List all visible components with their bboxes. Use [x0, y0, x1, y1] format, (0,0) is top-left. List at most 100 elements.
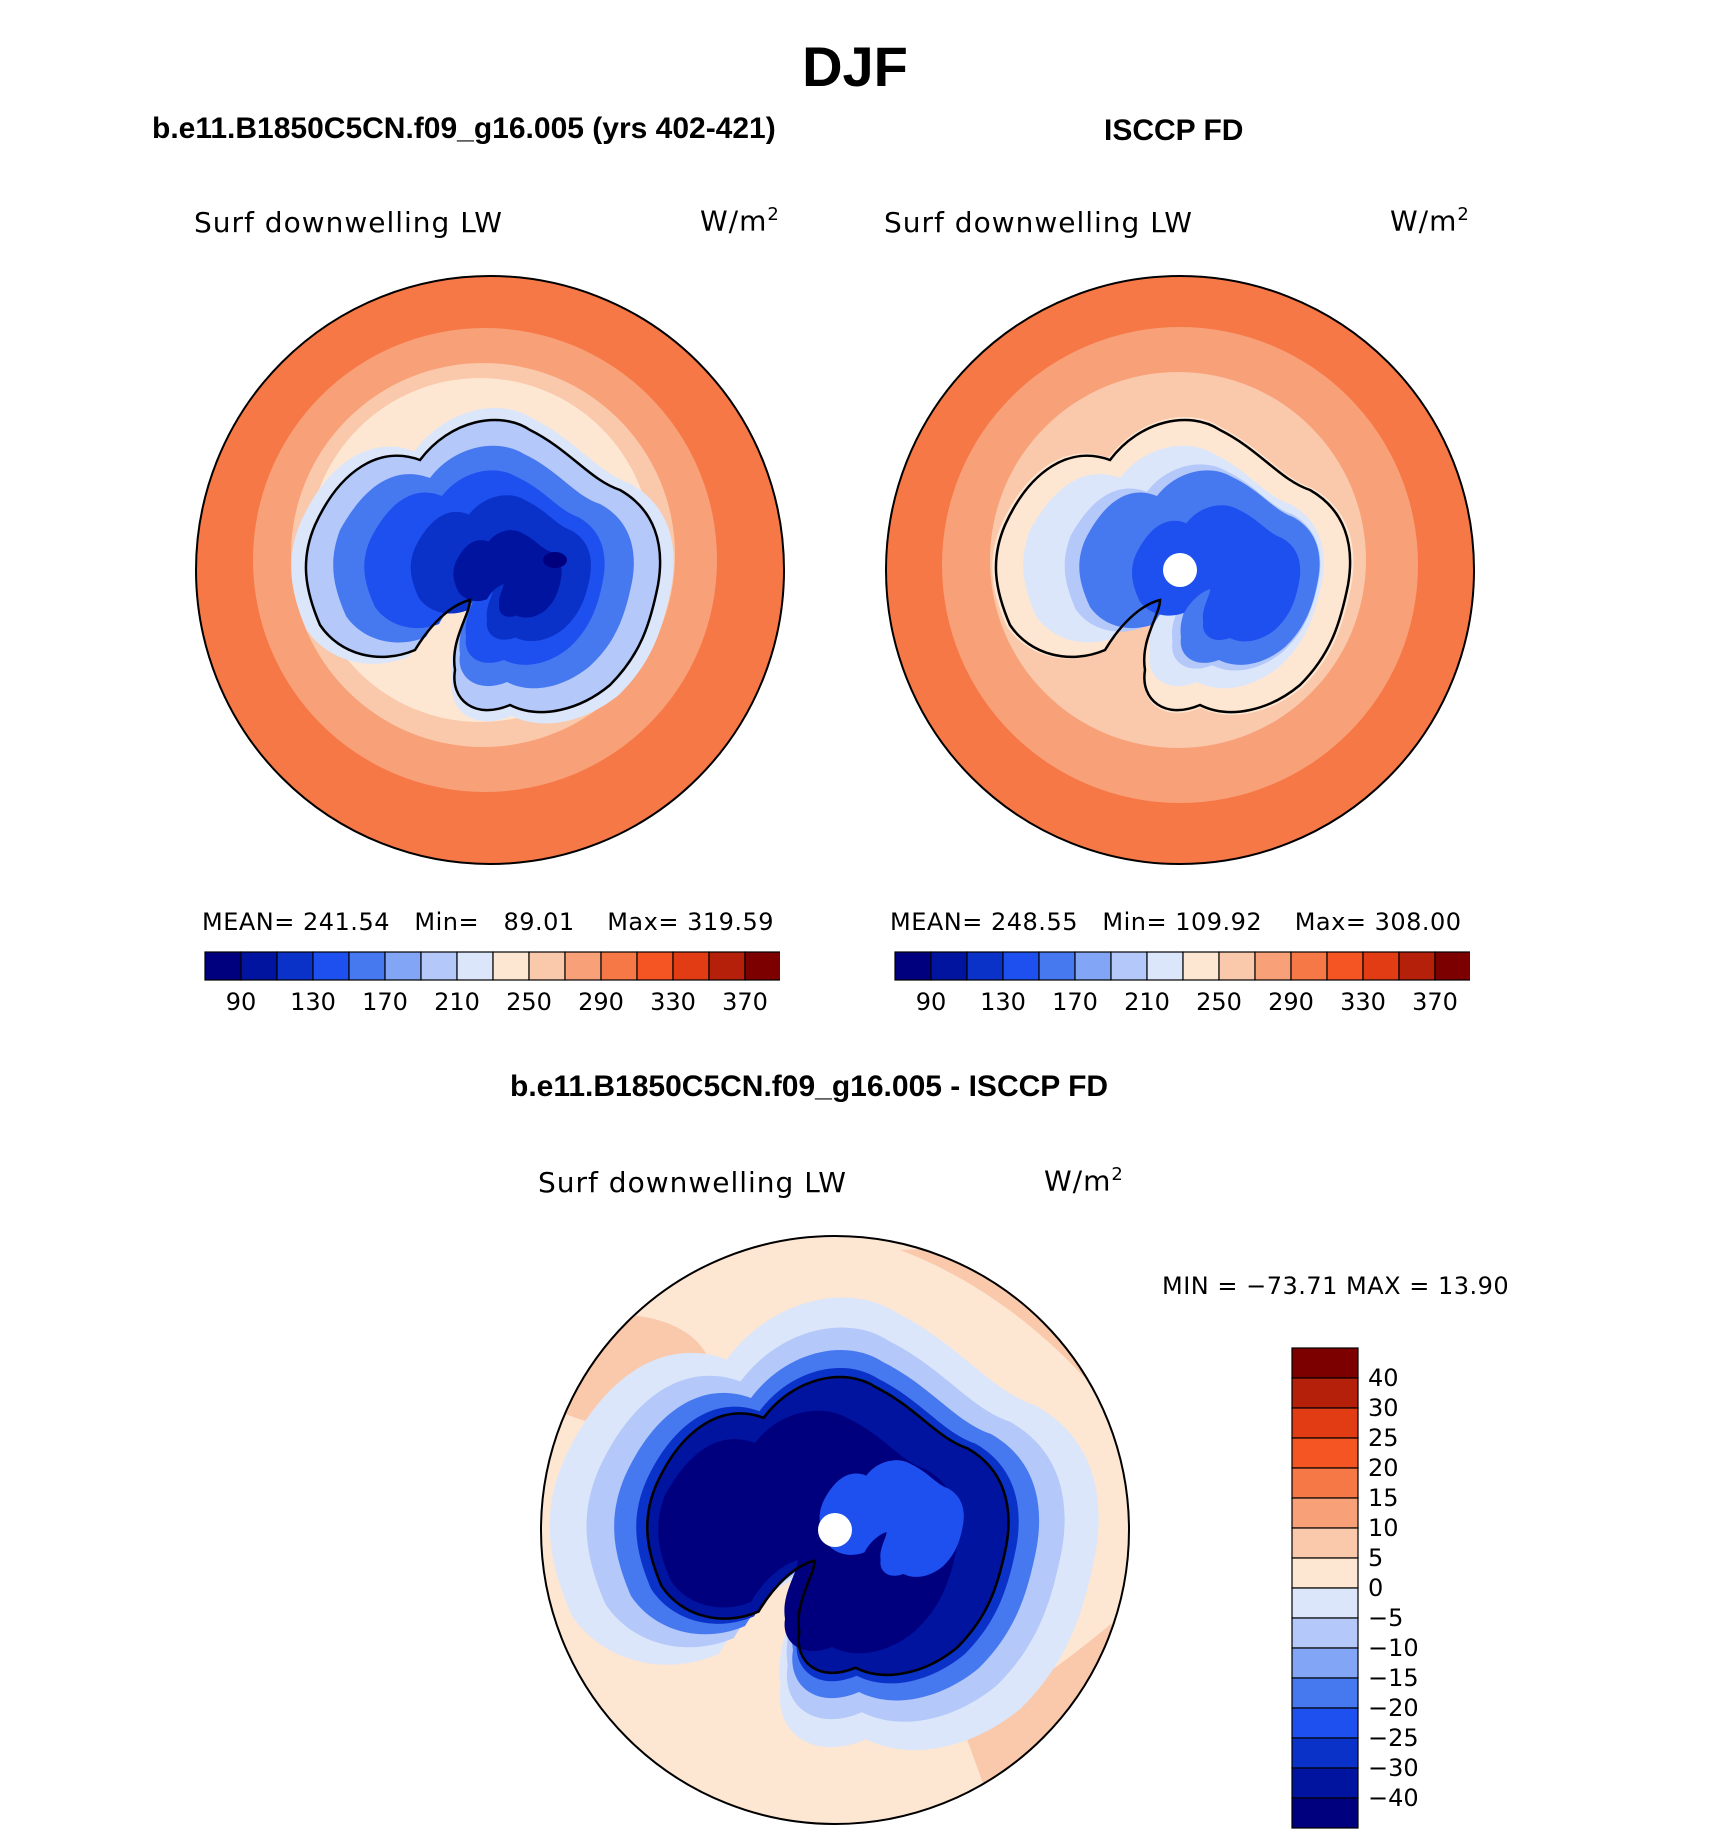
diff-minmax: MIN = −73.71 MAX = 13.90	[1162, 1272, 1510, 1300]
model-map	[196, 276, 784, 864]
model-colorbar-cell	[492, 951, 530, 981]
model-colorbar-cell	[600, 951, 638, 981]
obs-colorbar-tick-label: 130	[980, 988, 1026, 1016]
obs-variable-label: Surf downwelling LW	[884, 206, 1193, 239]
diff-colorbar-cell	[1291, 1677, 1359, 1709]
model-colorbar-cell	[384, 951, 422, 981]
model-colorbar-cell	[636, 951, 674, 981]
diff-variable-label: Surf downwelling LW	[538, 1166, 847, 1199]
obs-map-border	[885, 275, 1475, 865]
season-title: DJF	[802, 35, 908, 98]
obs-colorbar-cell	[1326, 951, 1364, 981]
model-colorbar-cell	[420, 951, 458, 981]
model-colorbar-cell	[456, 951, 494, 981]
diff-map-border	[540, 1235, 1130, 1825]
obs-colorbar-cell	[1254, 951, 1292, 981]
diff-colorbar-cell	[1291, 1737, 1359, 1769]
obs-colorbar-cell	[1074, 951, 1112, 981]
diff-colorbar-cell	[1291, 1617, 1359, 1649]
diff-colorbar-tick-label: 0	[1368, 1574, 1383, 1602]
diff-colorbar-cell	[1291, 1437, 1359, 1469]
obs-colorbar-cell	[1290, 951, 1328, 981]
obs-colorbar-cell	[1146, 951, 1184, 981]
model-colorbar-tick-label: 370	[722, 988, 768, 1016]
diff-colorbar-cell	[1291, 1767, 1359, 1799]
obs-map	[886, 276, 1474, 864]
model-colorbar-tick-label: 290	[578, 988, 624, 1016]
diff-colorbar-tick-label: −25	[1368, 1724, 1419, 1752]
model-units-label: W/m2	[700, 204, 780, 238]
model-colorbar-cell	[276, 951, 314, 981]
diff-colorbar-tick-label: 5	[1368, 1544, 1383, 1572]
obs-colorbar-tick-label: 210	[1124, 988, 1170, 1016]
obs-colorbar: 90 130 170 210 250 290 330 370	[894, 951, 1470, 1016]
diff-colorbar-cell	[1291, 1407, 1359, 1439]
model-colorbar-tick-label: 90	[226, 988, 257, 1016]
obs-colorbar-tick-label: 370	[1412, 988, 1458, 1016]
diff-colorbar-cell	[1291, 1587, 1359, 1619]
diff-colorbar-cell	[1291, 1797, 1359, 1829]
diff-units-label: W/m2	[1044, 1164, 1124, 1198]
diff-panel-title: b.e11.B1850C5CN.f09_g16.005 - ISCCP FD	[510, 1070, 1109, 1103]
model-colorbar-cell	[672, 951, 710, 981]
diff-colorbar-tick-label: 30	[1368, 1394, 1399, 1422]
obs-units-label: W/m2	[1390, 204, 1470, 238]
model-colorbar-tick-label: 130	[290, 988, 336, 1016]
obs-colorbar-cell	[1182, 951, 1220, 981]
model-colorbar: 90 130 170 210 250 290 330 370	[204, 951, 780, 1016]
model-map-border	[195, 275, 785, 865]
model-colorbar-cell	[240, 951, 278, 981]
diff-colorbar-cell	[1291, 1467, 1359, 1499]
diff-colorbar-cell	[1291, 1527, 1359, 1559]
obs-panel-title: ISCCP FD	[1104, 114, 1244, 147]
diff-colorbar-cell	[1291, 1707, 1359, 1739]
diff-colorbar-tick-label: 25	[1368, 1424, 1399, 1452]
obs-colorbar-tick-label: 170	[1052, 988, 1098, 1016]
obs-colorbar-cell	[1038, 951, 1076, 981]
diff-colorbar-cell	[1291, 1377, 1359, 1409]
obs-colorbar-tick-label: 250	[1196, 988, 1242, 1016]
model-colorbar-cell	[708, 951, 746, 981]
diff-colorbar-tick-label: 40	[1368, 1364, 1399, 1392]
obs-colorbar-tick-label: 90	[916, 988, 947, 1016]
diff-colorbar-tick-label: −10	[1368, 1634, 1419, 1662]
obs-colorbar-cell	[966, 951, 1004, 981]
diff-colorbar-tick-label: −20	[1368, 1694, 1419, 1722]
obs-stats: MEAN= 248.55 Min= 109.92 Max= 308.00	[890, 908, 1462, 936]
model-colorbar-cell	[528, 951, 566, 981]
diff-colorbar-tick-label: −40	[1368, 1784, 1419, 1812]
diff-colorbar-cell	[1291, 1497, 1359, 1529]
model-variable-label: Surf downwelling LW	[194, 206, 503, 239]
obs-colorbar-cell	[1002, 951, 1040, 981]
model-panel-title: b.e11.B1850C5CN.f09_g16.005 (yrs 402-421…	[152, 112, 776, 145]
diff-colorbar-cell	[1291, 1557, 1359, 1589]
obs-colorbar-tick-label: 330	[1340, 988, 1386, 1016]
diff-colorbar-tick-label: 20	[1368, 1454, 1399, 1482]
obs-colorbar-cell	[894, 951, 932, 981]
model-colorbar-cell	[204, 951, 242, 981]
model-colorbar-cell	[744, 951, 780, 981]
obs-colorbar-cell	[1110, 951, 1148, 981]
diff-colorbar-cell	[1291, 1347, 1359, 1379]
diff-colorbar-tick-label: 10	[1368, 1514, 1399, 1542]
model-colorbar-tick-label: 170	[362, 988, 408, 1016]
obs-colorbar-tick-label: 290	[1268, 988, 1314, 1016]
model-colorbar-tick-label: 330	[650, 988, 696, 1016]
model-stats: MEAN= 241.54 Min= 89.01 Max= 319.59	[202, 908, 775, 936]
obs-colorbar-cell	[1218, 951, 1256, 981]
model-colorbar-cell	[312, 951, 350, 981]
diff-colorbar-cell	[1291, 1647, 1359, 1679]
diff-colorbar-tick-label: 15	[1368, 1484, 1399, 1512]
model-colorbar-tick-label: 250	[506, 988, 552, 1016]
diff-colorbar-tick-label: −5	[1368, 1604, 1403, 1632]
obs-colorbar-cell	[930, 951, 968, 981]
obs-colorbar-cell	[1362, 951, 1400, 981]
diff-colorbar-tick-label: −30	[1368, 1754, 1419, 1782]
model-colorbar-tick-label: 210	[434, 988, 480, 1016]
model-colorbar-cell	[564, 951, 602, 981]
diff-map	[541, 1236, 1129, 1824]
diff-colorbar-tick-label: −15	[1368, 1664, 1419, 1692]
model-colorbar-cell	[348, 951, 386, 981]
